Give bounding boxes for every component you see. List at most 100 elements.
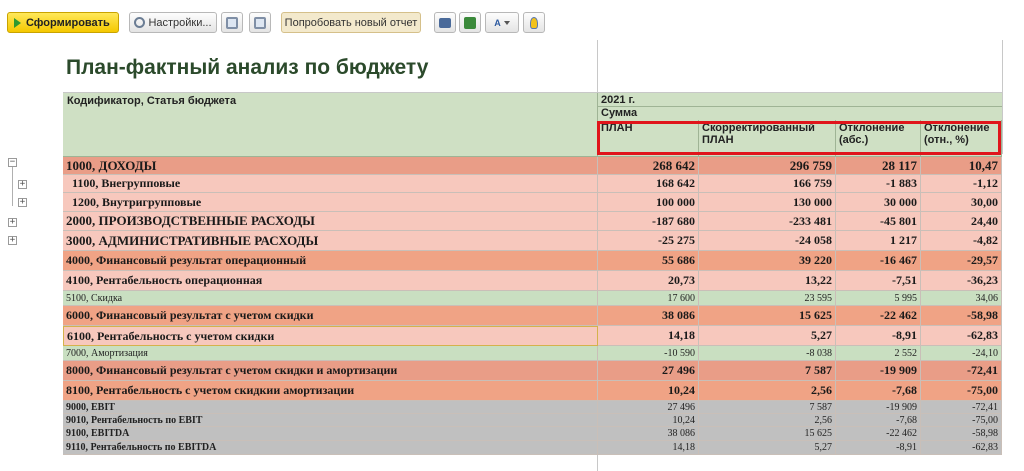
row-label: 6000, Финансовый результат с учетом скид… — [63, 306, 598, 326]
row-label: 2000, ПРОИЗВОДСТВЕННЫЕ РАСХОДЫ — [63, 212, 598, 231]
cell-deviation-pct: -62,83 — [921, 441, 1002, 455]
export-button[interactable] — [459, 12, 481, 33]
tree-line — [12, 166, 13, 206]
highlight-frame — [597, 121, 1001, 155]
cell-plan: 55 686 — [598, 251, 699, 271]
report-toolbar: Сформировать Настройки... Попробовать но… — [0, 0, 1024, 40]
expand-group-icon[interactable]: + — [18, 197, 27, 207]
cell-adjusted-plan: 130 000 — [699, 193, 836, 212]
row-label: 1000, ДОХОДЫ — [63, 157, 598, 175]
cell-deviation-abs: -8,91 — [836, 441, 921, 455]
table-row[interactable]: 3000, АДМИНИСТРАТИВНЫЕ РАСХОДЫ -25 275 -… — [63, 231, 1002, 251]
cell-deviation-abs: 1 217 — [836, 231, 921, 251]
cell-deviation-pct: -72,41 — [921, 361, 1002, 381]
cell-plan: -10 590 — [598, 346, 699, 361]
cell-plan: 38 086 — [598, 427, 699, 441]
cell-deviation-pct: -29,57 — [921, 251, 1002, 271]
settings-icon — [134, 17, 146, 28]
table-row[interactable]: 6100, Рентабельность с учетом скидки 14,… — [63, 326, 1002, 346]
column-header-deviation-pct: Отклонение (отн., %) — [921, 120, 1002, 157]
row-label: 9010, Рентабельность по EBIT — [63, 414, 598, 427]
cell-adjusted-plan: 166 759 — [699, 175, 836, 193]
settings-button[interactable]: Настройки... — [129, 12, 217, 33]
cell-deviation-abs: 2 552 — [836, 346, 921, 361]
table-row[interactable]: 9000, EBIT 27 496 7 587 -19 909 -72,41 — [63, 401, 1002, 414]
period-header: 2021 г. — [598, 93, 1002, 107]
report-title: План-фактный анализ по бюджету — [66, 56, 429, 79]
cell-plan: 27 496 — [598, 361, 699, 381]
cell-adjusted-plan: 7 587 — [699, 401, 836, 414]
cell-plan: -187 680 — [598, 212, 699, 231]
row-label: 1200, Внутригрупповые — [63, 193, 598, 212]
expand-group-icon[interactable]: + — [8, 235, 17, 245]
play-icon — [14, 17, 21, 28]
print-button[interactable] — [434, 12, 456, 33]
font-size-dropdown[interactable]: A — [485, 12, 519, 33]
try-new-report-button[interactable]: Попробовать новый отчет — [281, 12, 421, 33]
table-row[interactable]: 4000, Финансовый результат операционный … — [63, 251, 1002, 271]
cell-deviation-abs: 28 117 — [836, 157, 921, 175]
row-dimension-header: Кодификатор, Статья бюджета — [63, 93, 598, 157]
cell-plan: 10,24 — [598, 414, 699, 427]
cell-plan: 10,24 — [598, 381, 699, 401]
column-header-deviation-abs: Отклонение (абс.) — [836, 120, 921, 157]
hint-button[interactable] — [523, 12, 545, 33]
cell-plan: 27 496 — [598, 401, 699, 414]
column-header-plan: ПЛАН — [598, 120, 699, 157]
grid-divider — [63, 92, 1002, 93]
table-row[interactable]: 8000, Финансовый результат с учетом скид… — [63, 361, 1002, 381]
row-label: 8000, Финансовый результат с учетом скид… — [63, 361, 598, 381]
expand-group-icon[interactable]: + — [18, 179, 27, 189]
cell-adjusted-plan: -8 038 — [699, 346, 836, 361]
cell-deviation-pct: -62,83 — [921, 326, 1002, 346]
table-row[interactable]: 8100, Рентабельность с учетом скидкии ам… — [63, 381, 1002, 401]
cell-deviation-abs: -16 467 — [836, 251, 921, 271]
expand-group-icon[interactable]: + — [8, 217, 17, 227]
table-row[interactable]: 1200, Внутригрупповые 100 000 130 000 30… — [63, 193, 1002, 212]
table-row[interactable]: 7000, Амортизация -10 590 -8 038 2 552 -… — [63, 346, 1002, 361]
table-row[interactable]: 1100, Внегрупповые 168 642 166 759 -1 88… — [63, 175, 1002, 193]
cell-deviation-abs: -8,91 — [836, 326, 921, 346]
cell-adjusted-plan: 13,22 — [699, 271, 836, 291]
cell-deviation-pct: -24,10 — [921, 346, 1002, 361]
table-row[interactable]: 6000, Финансовый результат с учетом скид… — [63, 306, 1002, 326]
table-row[interactable]: 9010, Рентабельность по EBIT 10,24 2,56 … — [63, 414, 1002, 427]
cell-adjusted-plan: -233 481 — [699, 212, 836, 231]
row-label: 4100, Рентабельность операционная — [63, 271, 598, 291]
cell-deviation-abs: -45 801 — [836, 212, 921, 231]
row-label-selected[interactable]: 6100, Рентабельность с учетом скидки — [63, 326, 598, 346]
cell-deviation-abs: -1 883 — [836, 175, 921, 193]
cell-plan: 14,18 — [598, 441, 699, 455]
row-label: 9000, EBIT — [63, 401, 598, 414]
measure-header: Сумма — [598, 107, 1002, 120]
table-row[interactable]: 5100, Скидка 17 600 23 595 5 995 34,06 — [63, 291, 1002, 306]
cell-deviation-abs: -7,68 — [836, 381, 921, 401]
cell-adjusted-plan: -24 058 — [699, 231, 836, 251]
table-row[interactable]: 4100, Рентабельность операционная 20,73 … — [63, 271, 1002, 291]
table-row[interactable]: 1000, ДОХОДЫ 268 642 296 759 28 117 10,4… — [63, 157, 1002, 175]
collapse-group-icon[interactable]: − — [8, 157, 17, 167]
printer-icon — [439, 17, 451, 28]
cell-plan: 20,73 — [598, 271, 699, 291]
save-settings-button[interactable] — [249, 12, 271, 33]
cell-deviation-pct: -1,12 — [921, 175, 1002, 193]
cell-deviation-abs: -22 462 — [836, 427, 921, 441]
table-row[interactable]: 9100, EBITDA 38 086 15 625 -22 462 -58,9… — [63, 427, 1002, 441]
table-row[interactable]: 2000, ПРОИЗВОДСТВЕННЫЕ РАСХОДЫ -187 680 … — [63, 212, 1002, 231]
save-settings-icon — [254, 16, 266, 29]
cell-adjusted-plan: 5,27 — [699, 441, 836, 455]
cell-deviation-pct: -75,00 — [921, 414, 1002, 427]
cell-adjusted-plan: 7 587 — [699, 361, 836, 381]
cell-adjusted-plan: 2,56 — [699, 381, 836, 401]
generate-button[interactable]: Сформировать — [7, 12, 119, 33]
cell-deviation-pct: 34,06 — [921, 291, 1002, 306]
report-variant-button[interactable] — [221, 12, 243, 33]
table-row[interactable]: 9110, Рентабельность по EBITDA 14,18 5,2… — [63, 441, 1002, 455]
cell-deviation-abs: -19 909 — [836, 401, 921, 414]
cell-deviation-pct: -72,41 — [921, 401, 1002, 414]
cell-deviation-pct: 30,00 — [921, 193, 1002, 212]
cell-deviation-pct: 24,40 — [921, 212, 1002, 231]
cell-deviation-pct: -58,98 — [921, 306, 1002, 326]
cell-deviation-pct: -4,82 — [921, 231, 1002, 251]
cell-plan: 168 642 — [598, 175, 699, 193]
